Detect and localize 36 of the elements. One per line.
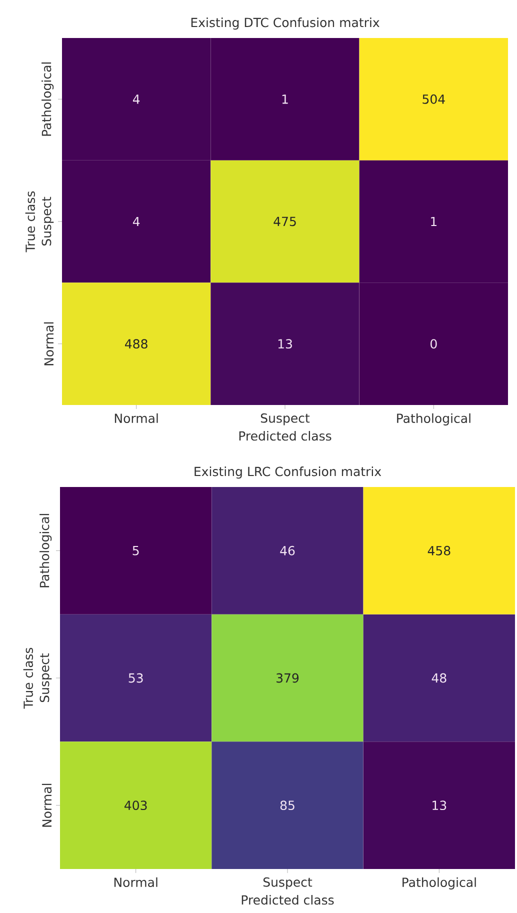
- data-label: 1: [431, 216, 436, 226]
- data-label: 379: [276, 673, 299, 683]
- chart-title: Existing LRC Confusion matrix: [194, 466, 382, 479]
- x-tick-label: Suspect: [260, 413, 310, 426]
- data-label: 13: [432, 800, 446, 810]
- y-tick-label: Pathological: [40, 514, 52, 588]
- chart-title: Existing DTC Confusion matrix: [191, 18, 380, 30]
- data-label: 48: [432, 673, 446, 683]
- y-tick-label: Normal: [44, 322, 54, 366]
- data-label: 488: [125, 339, 148, 349]
- data-label: 504: [422, 94, 445, 104]
- y-tick-label: Pathological: [42, 62, 54, 136]
- y-axis-title: True class: [25, 191, 35, 252]
- data-label: 85: [280, 800, 294, 810]
- x-axis-title: Predicted class: [239, 430, 332, 441]
- y-axis-title: True class: [23, 648, 33, 709]
- y-tick-label: Suspect: [40, 653, 52, 702]
- data-label: 46: [280, 546, 295, 556]
- data-label: 13: [278, 339, 292, 349]
- data-label: 403: [124, 800, 147, 810]
- data-label: 475: [274, 216, 296, 226]
- y-tick-label: Normal: [42, 784, 52, 827]
- data-label: 1: [282, 94, 288, 104]
- data-label: 0: [430, 339, 437, 349]
- data-label: 5: [132, 546, 139, 556]
- x-axis-title: Predicted class: [242, 894, 334, 905]
- data-label: 4: [132, 94, 140, 104]
- y-tick-label: Suspect: [42, 196, 54, 246]
- data-label: 53: [128, 673, 143, 683]
- x-tick-label: Normal: [114, 877, 158, 888]
- x-tick-label: Normal: [114, 413, 158, 424]
- x-tick-label: Pathological: [397, 413, 470, 426]
- data-label: 4: [132, 216, 140, 226]
- data-label: 458: [428, 546, 450, 556]
- x-tick-label: Suspect: [263, 877, 312, 890]
- x-tick-label: Pathological: [402, 877, 476, 890]
